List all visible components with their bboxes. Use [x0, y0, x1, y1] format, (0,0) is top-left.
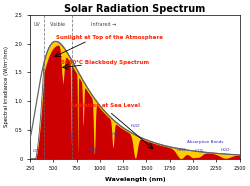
Text: $H_2O$: $H_2O$: [130, 122, 140, 130]
Title: Solar Radiation Spectrum: Solar Radiation Spectrum: [64, 4, 206, 14]
Text: $CO_2$: $CO_2$: [194, 148, 204, 155]
Text: 5250°C Blackbody Spectrum: 5250°C Blackbody Spectrum: [60, 60, 148, 65]
Text: Visible: Visible: [50, 23, 66, 27]
Y-axis label: Spectral Irradiance (W/m²/nm): Spectral Irradiance (W/m²/nm): [4, 46, 9, 127]
Text: Infrared →: Infrared →: [91, 23, 116, 27]
Text: $H_2O$: $H_2O$: [108, 131, 118, 138]
Text: Sunlight at Top of the Atmosphere: Sunlight at Top of the Atmosphere: [56, 36, 163, 40]
Text: UV: UV: [34, 23, 41, 27]
Text: $H_2O$: $H_2O$: [89, 147, 100, 154]
Text: $H_2O$: $H_2O$: [220, 147, 231, 154]
Text: $H_2O$: $H_2O$: [176, 146, 186, 154]
X-axis label: Wavelength (nm): Wavelength (nm): [104, 177, 165, 182]
Text: Absorption Bands: Absorption Bands: [187, 140, 223, 144]
Text: $O_2$: $O_2$: [67, 134, 74, 141]
Text: Radiation at Sea Level: Radiation at Sea Level: [70, 103, 140, 108]
Text: $O_3$: $O_3$: [32, 148, 39, 155]
